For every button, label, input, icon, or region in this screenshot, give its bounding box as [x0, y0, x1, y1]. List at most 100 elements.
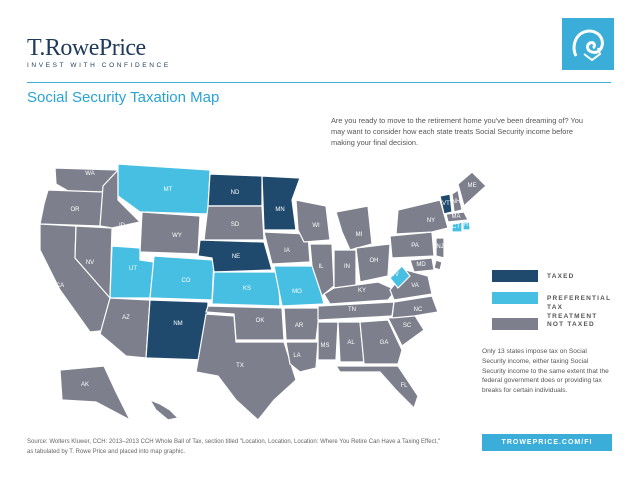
state-label-sc: SC — [403, 323, 412, 329]
state-mt — [117, 163, 211, 215]
legend-swatch-taxed — [492, 270, 538, 282]
brand-name: T.RowePrice — [27, 35, 146, 61]
state-label-va: VA — [411, 283, 419, 289]
brand-logo[interactable]: T.RowePrice INVEST WITH CONFIDENCE — [27, 36, 171, 69]
state-hi — [148, 398, 180, 421]
state-label-ma: MA — [452, 214, 461, 220]
state-label-ar: AR — [295, 323, 304, 329]
state-ct — [451, 221, 463, 233]
state-ar — [283, 307, 321, 341]
state-me — [457, 171, 487, 208]
state-mn — [261, 175, 301, 231]
source-citation: Source: Wolters Kluwer, CCH: 2013–2013 C… — [27, 439, 441, 455]
state-wi — [295, 199, 331, 243]
state-ak — [59, 365, 132, 422]
legend-taxed: TAXED — [492, 270, 612, 290]
state-label-wy: WY — [172, 233, 182, 239]
state-label-nc: NC — [414, 307, 423, 313]
state-or — [39, 189, 104, 227]
state-label-nv: NV — [86, 260, 94, 266]
website-link[interactable]: TROWEPRICE.COM/FI — [482, 434, 612, 451]
state-label-al: AL — [347, 340, 355, 346]
state-label-la: LA — [293, 353, 300, 359]
state-label-nm: NM — [173, 321, 182, 327]
state-az — [99, 297, 151, 359]
state-label-ri: RI — [464, 222, 470, 228]
state-label-or: OR — [71, 207, 81, 213]
state-label-mn: MN — [275, 207, 284, 213]
state-label-ks: KS — [243, 286, 251, 292]
bighorn-ram-icon — [562, 18, 614, 70]
state-label-ga: GA — [380, 340, 389, 346]
map-legend: TAXED PREFERENTIAL TAX TREATMENT NOT TAX… — [492, 270, 612, 338]
state-ri — [462, 221, 471, 231]
state-label-mo: MO — [292, 289, 302, 295]
state-label-me: ME — [468, 183, 477, 189]
state-ga — [359, 319, 403, 365]
state-label-fl: FL — [400, 383, 408, 389]
state-label-md: MD — [416, 262, 426, 268]
state-label-nd: ND — [231, 190, 240, 196]
page-title: Social Security Taxation Map — [27, 89, 220, 106]
state-nm — [145, 299, 209, 361]
state-label-ca: CA — [56, 283, 64, 289]
state-nc — [391, 295, 439, 319]
legend-not-taxed: NOT TAXED — [492, 318, 612, 338]
state-label-id: ID — [119, 223, 126, 229]
legend-preferential: PREFERENTIAL TAX TREATMENT — [492, 292, 612, 320]
state-label-de: DE — [452, 264, 460, 270]
state-label-mi: MI — [356, 232, 363, 238]
brand-tagline: INVEST WITH CONFIDENCE — [27, 62, 171, 69]
state-label-az: AZ — [122, 315, 130, 321]
state-label-ok: OK — [256, 318, 265, 324]
footnote-13-states: Only 13 states impose tax on Social Secu… — [482, 348, 609, 395]
intro-text: Are you ready to move to the retirement … — [331, 116, 584, 147]
state-nj — [435, 237, 445, 259]
state-fl — [334, 365, 419, 410]
state-la — [285, 341, 319, 373]
state-tx — [195, 313, 297, 421]
legend-swatch-not-taxed — [492, 318, 538, 330]
state-label-in: IN — [344, 264, 350, 270]
state-de — [433, 259, 443, 271]
state-label-ms: MS — [321, 343, 330, 349]
state-ma — [445, 211, 469, 223]
state-label-wi: WI — [312, 223, 320, 229]
state-label-mt: MT — [164, 187, 173, 193]
state-label-co: CO — [182, 278, 191, 284]
state-nh — [451, 189, 463, 213]
state-label-wa: WA — [85, 171, 94, 177]
state-oh — [355, 243, 391, 283]
state-label-ny: NY — [427, 218, 435, 224]
state-mi — [335, 205, 373, 251]
state-label-oh: OH — [370, 258, 379, 264]
state-label-vt: VT — [442, 201, 450, 207]
state-label-tn: TN — [348, 307, 356, 313]
legend-swatch-preferential — [492, 292, 538, 304]
legend-label-taxed: TAXED — [547, 273, 575, 280]
legend-label-not-taxed: NOT TAXED — [547, 321, 595, 328]
state-label-il: IL — [318, 264, 324, 270]
state-ia — [263, 231, 311, 265]
state-ms — [317, 321, 339, 361]
state-mo — [273, 265, 325, 307]
state-label-pa: PA — [411, 243, 419, 249]
state-label-wv: WV — [389, 272, 399, 278]
state-wy — [139, 211, 201, 255]
state-tn — [317, 301, 395, 321]
state-label-ut: UT — [129, 266, 137, 272]
state-label-hi: HI — [173, 411, 179, 417]
state-label-ia: IA — [284, 248, 290, 254]
state-label-nj: NJ — [436, 244, 443, 250]
state-label-ky: KY — [358, 288, 366, 294]
state-ny — [395, 199, 449, 235]
state-wv — [389, 265, 411, 289]
state-label-ak: AK — [81, 382, 89, 388]
state-label-tx: TX — [236, 363, 244, 369]
state-ut — [109, 245, 155, 299]
state-vt — [439, 193, 453, 215]
header-divider — [27, 82, 611, 83]
legend-label-preferential: PREFERENTIAL TAX TREATMENT — [547, 295, 612, 320]
state-md — [409, 257, 435, 273]
